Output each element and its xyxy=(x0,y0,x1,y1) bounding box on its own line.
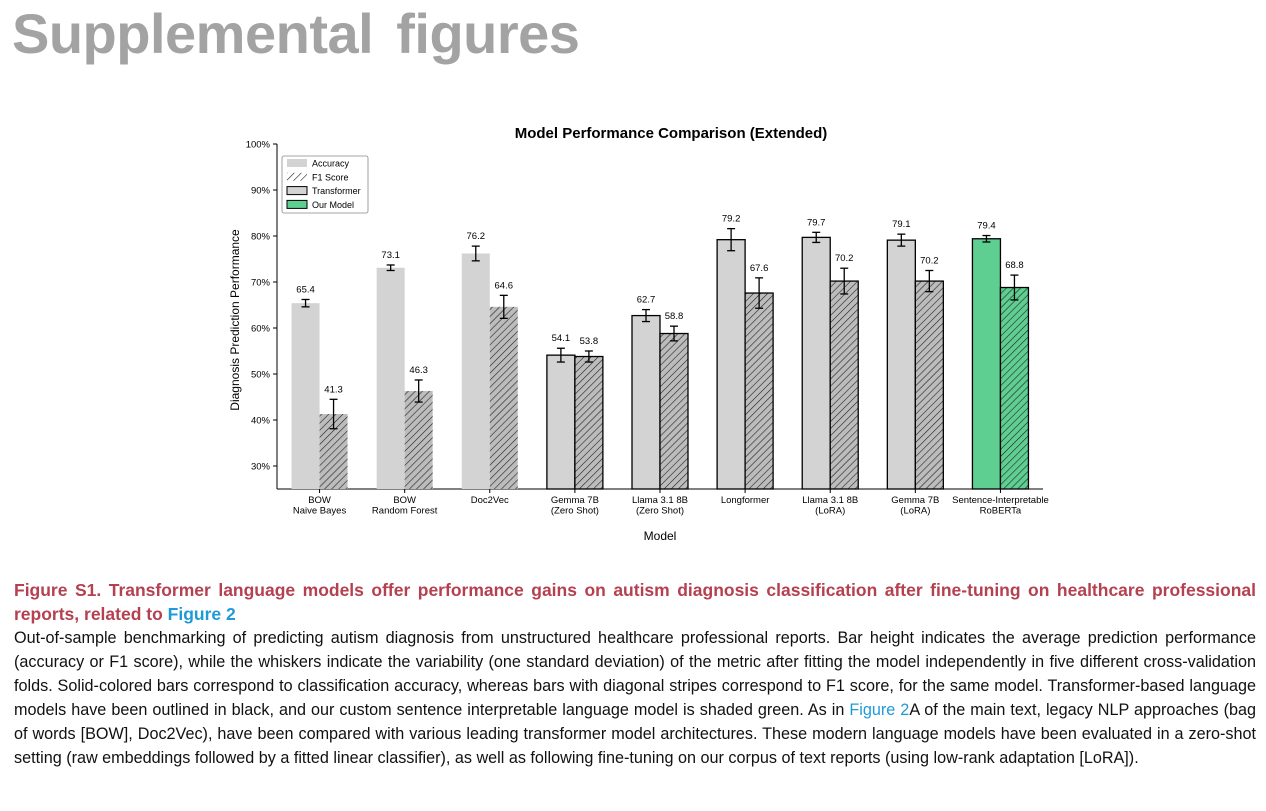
x-tick-label: Sentence-Interpretable xyxy=(952,495,1049,506)
accuracy-bar xyxy=(461,253,490,489)
legend-swatch-our-model xyxy=(286,199,308,209)
plot-area: 30%40%50%60%70%80%90%100%65.441.3BOWNaiv… xyxy=(246,140,1049,517)
x-tick-label: (Zero Shot) xyxy=(636,506,684,517)
caption-title-text: Figure S1. Transformer language models o… xyxy=(14,580,1256,624)
legend-frame xyxy=(281,155,369,214)
accuracy-value-label: 54.1 xyxy=(552,333,571,344)
x-tick-label: Llama 3.1 8B xyxy=(802,495,858,506)
y-tick-label: 50% xyxy=(251,370,271,381)
f1-bar-hatch xyxy=(829,280,859,490)
legend-label: F1 Score xyxy=(312,172,349,182)
bar-chart: Model Performance Comparison (Extended) … xyxy=(228,125,1049,543)
f1-bar-hatch xyxy=(404,391,433,489)
x-tick-label: Random Forest xyxy=(372,506,438,517)
f1-value-label: 70.2 xyxy=(920,256,939,267)
x-tick-label: Longformer xyxy=(721,495,770,506)
legend-label: Transformer xyxy=(312,186,361,196)
accuracy-bar xyxy=(886,239,916,490)
x-tick-label: Doc2Vec xyxy=(471,495,509,506)
f1-value-label: 68.8 xyxy=(1005,260,1024,271)
accuracy-value-label: 79.7 xyxy=(807,217,826,228)
y-tick-label: 60% xyxy=(251,324,271,335)
x-tick-label: Gemma 7B xyxy=(551,495,599,506)
x-tick-label: RoBERTa xyxy=(980,506,1022,517)
caption-title: Figure S1. Transformer language models o… xyxy=(14,578,1256,626)
x-tick-label: Llama 3.1 8B xyxy=(632,495,688,506)
f1-value-label: 64.6 xyxy=(495,280,514,291)
chart-legend: Accuracy F1 Score Transformer Our Model xyxy=(281,155,369,214)
accuracy-bar xyxy=(801,236,831,490)
y-tick-label: 30% xyxy=(251,462,271,473)
legend-swatch-transformer xyxy=(286,186,308,196)
accuracy-value-label: 79.1 xyxy=(892,219,911,230)
f1-bar-hatch xyxy=(999,286,1030,490)
legend-label: Accuracy xyxy=(312,159,350,169)
accuracy-bar xyxy=(716,239,746,490)
figure-2-link[interactable]: Figure 2 xyxy=(167,604,236,624)
x-tick-label: BOW xyxy=(308,495,331,506)
y-tick-label: 90% xyxy=(251,186,271,197)
f1-value-label: 53.8 xyxy=(580,336,599,347)
x-tick-label: (Zero Shot) xyxy=(551,506,599,517)
accuracy-bar xyxy=(631,314,661,490)
y-axis-label: Diagnosis Prediction Performance xyxy=(228,229,242,411)
f1-bar-hatch xyxy=(914,280,944,490)
y-tick-label: 70% xyxy=(251,278,271,289)
accuracy-value-label: 73.1 xyxy=(381,250,400,261)
f1-value-label: 41.3 xyxy=(324,384,343,395)
x-tick-label: Naive Bayes xyxy=(293,506,347,517)
f1-bar-hatch xyxy=(489,306,518,489)
y-tick-label: 80% xyxy=(251,232,271,243)
accuracy-bar xyxy=(291,303,320,489)
legend-swatch-accuracy xyxy=(287,159,307,167)
y-tick-label: 40% xyxy=(251,416,271,427)
caption-body-text-1: Out-of-sample benchmarking of predicting… xyxy=(14,629,1256,719)
caption-body-text-2: A of the main text, legacy NLP approache… xyxy=(14,701,1256,767)
accuracy-value-label: 79.2 xyxy=(722,214,741,225)
x-tick-label: (LoRA) xyxy=(900,506,930,517)
accuracy-value-label: 62.7 xyxy=(637,295,656,306)
f1-value-label: 46.3 xyxy=(409,365,428,376)
accuracy-value-label: 79.4 xyxy=(977,221,996,232)
page-heading: Supplemental figures xyxy=(12,2,580,65)
f1-value-label: 67.6 xyxy=(750,263,769,274)
accuracy-value-label: 76.2 xyxy=(467,231,486,242)
accuracy-value-label: 65.4 xyxy=(296,284,315,295)
figure-2a-link[interactable]: Figure 2 xyxy=(849,701,910,719)
caption-body: Out-of-sample benchmarking of predicting… xyxy=(14,626,1256,770)
x-tick-label: BOW xyxy=(393,495,416,506)
x-tick-label: Gemma 7B xyxy=(891,495,939,506)
f1-value-label: 70.2 xyxy=(835,253,854,264)
x-axis-label: Model xyxy=(644,529,677,543)
accuracy-bar xyxy=(376,267,405,489)
y-tick-label: 100% xyxy=(246,140,271,151)
legend-label: Our Model xyxy=(312,200,354,210)
x-tick-label: (LoRA) xyxy=(815,506,845,517)
figure-caption: Figure S1. Transformer language models o… xyxy=(14,578,1256,770)
accuracy-bar xyxy=(546,354,576,490)
chart-title: Model Performance Comparison (Extended) xyxy=(515,125,828,142)
accuracy-bar xyxy=(971,238,1002,490)
f1-value-label: 58.8 xyxy=(665,311,684,322)
f1-bar-hatch xyxy=(659,332,689,490)
f1-bar-hatch xyxy=(744,292,774,490)
f1-bar-hatch xyxy=(574,355,604,490)
legend-swatch-f1-hatch xyxy=(287,172,307,181)
